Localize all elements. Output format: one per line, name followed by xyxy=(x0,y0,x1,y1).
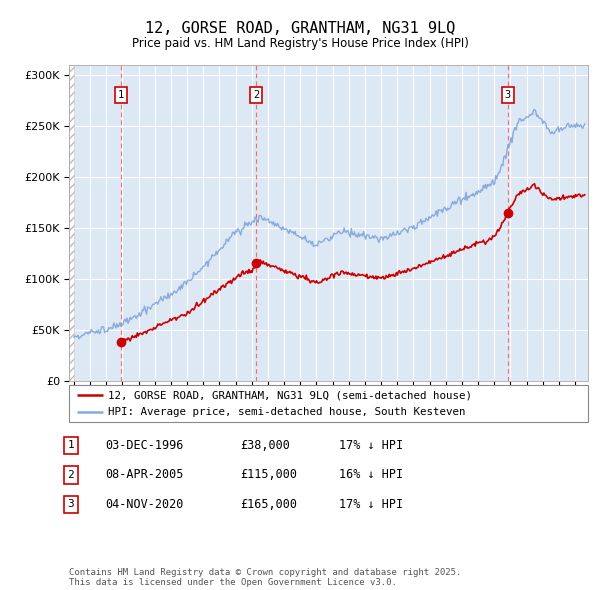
Text: 1: 1 xyxy=(118,90,124,100)
Text: 17% ↓ HPI: 17% ↓ HPI xyxy=(339,439,403,452)
Text: 04-NOV-2020: 04-NOV-2020 xyxy=(105,498,184,511)
Text: £115,000: £115,000 xyxy=(240,468,297,481)
Text: £165,000: £165,000 xyxy=(240,498,297,511)
Text: 17% ↓ HPI: 17% ↓ HPI xyxy=(339,498,403,511)
Text: 2: 2 xyxy=(253,90,259,100)
Text: £38,000: £38,000 xyxy=(240,439,290,452)
Bar xyxy=(69,65,74,381)
Text: Contains HM Land Registry data © Crown copyright and database right 2025.
This d: Contains HM Land Registry data © Crown c… xyxy=(69,568,461,587)
Text: 08-APR-2005: 08-APR-2005 xyxy=(105,468,184,481)
FancyBboxPatch shape xyxy=(69,385,588,422)
Text: 03-DEC-1996: 03-DEC-1996 xyxy=(105,439,184,452)
Text: 16% ↓ HPI: 16% ↓ HPI xyxy=(339,468,403,481)
Text: 12, GORSE ROAD, GRANTHAM, NG31 9LQ: 12, GORSE ROAD, GRANTHAM, NG31 9LQ xyxy=(145,21,455,35)
Text: 3: 3 xyxy=(505,90,511,100)
Text: HPI: Average price, semi-detached house, South Kesteven: HPI: Average price, semi-detached house,… xyxy=(108,407,466,417)
Text: 1: 1 xyxy=(67,441,74,450)
Text: 12, GORSE ROAD, GRANTHAM, NG31 9LQ (semi-detached house): 12, GORSE ROAD, GRANTHAM, NG31 9LQ (semi… xyxy=(108,390,472,400)
Text: Price paid vs. HM Land Registry's House Price Index (HPI): Price paid vs. HM Land Registry's House … xyxy=(131,37,469,50)
Text: 2: 2 xyxy=(67,470,74,480)
Text: 3: 3 xyxy=(67,500,74,509)
